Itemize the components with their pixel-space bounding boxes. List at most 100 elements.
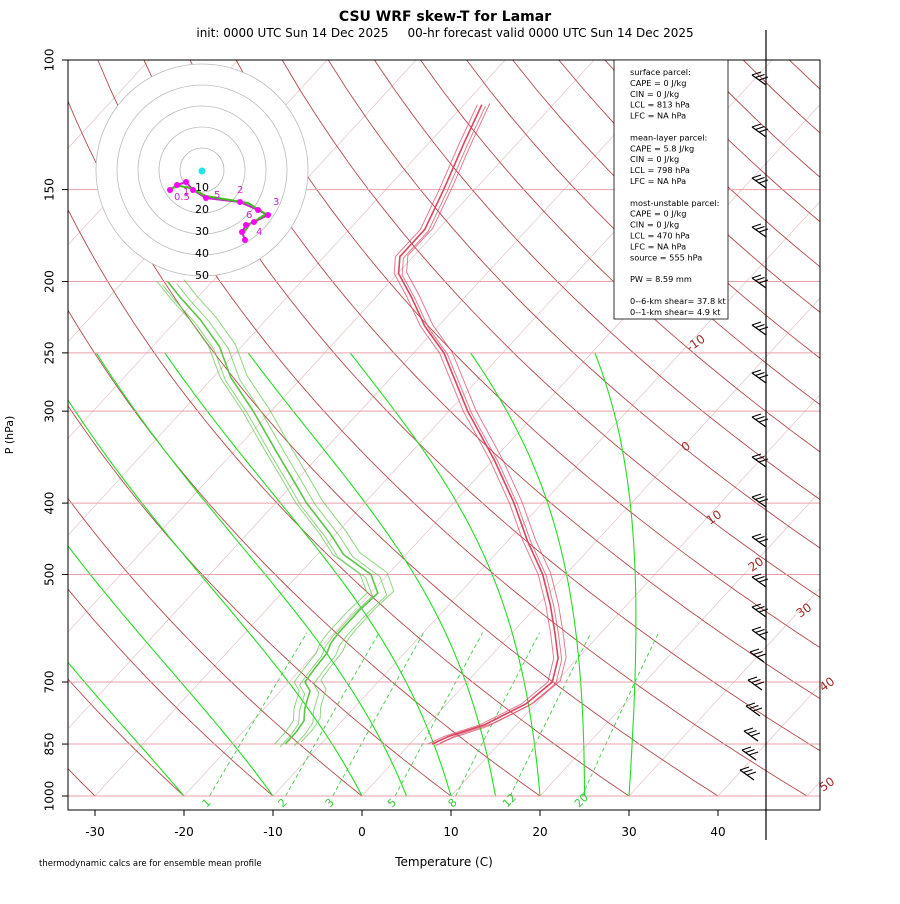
hodograph-point xyxy=(190,187,196,193)
info-line: LFC = NA hPa xyxy=(630,111,686,121)
hodograph-height-label: 2 xyxy=(237,185,243,196)
hodograph-point xyxy=(265,212,271,218)
x-tick-label: -20 xyxy=(174,825,194,839)
wind-barb-flag xyxy=(759,419,768,422)
mixing-ratio-label: 2 xyxy=(276,796,290,810)
info-line: mean-layer parcel: xyxy=(630,132,707,142)
hodograph-ring-label: 40 xyxy=(195,247,209,260)
hodograph-height-label: 3 xyxy=(273,197,279,208)
mixing-ratio-label: 20 xyxy=(572,791,591,810)
isotherm-line xyxy=(896,60,900,796)
info-line: 0--6-km shear= 37.8 kt xyxy=(630,296,727,306)
wind-barb-flag xyxy=(756,325,765,328)
isotherm-label: -10 xyxy=(684,332,708,355)
info-line: CAPE = 5.8 J/kg xyxy=(630,143,694,153)
hodograph-point xyxy=(174,182,180,188)
mixing-ratio-line xyxy=(210,633,307,796)
wind-barb-flag xyxy=(752,627,761,630)
mixing-ratio-line xyxy=(456,633,540,796)
info-line: LFC = NA hPa xyxy=(630,176,686,186)
wind-barb-flag xyxy=(756,227,765,230)
wind-barb xyxy=(746,703,762,716)
wind-barbs xyxy=(740,30,768,840)
mixing-ratio-label: 3 xyxy=(323,796,337,810)
wind-barb-flag xyxy=(759,375,768,378)
dry-adiabat xyxy=(559,60,900,796)
y-tick-label: 200 xyxy=(43,270,57,293)
wind-barb-flag xyxy=(752,224,761,227)
hodograph-height-label: 5 xyxy=(214,190,220,201)
x-tick-label: 20 xyxy=(532,825,547,839)
wind-barb-flag xyxy=(756,178,765,181)
hodograph-point xyxy=(242,237,248,243)
mixing-ratio-line xyxy=(510,633,591,796)
hodograph-ring-label: 20 xyxy=(195,203,209,216)
y-tick-label: 400 xyxy=(43,492,57,515)
info-line: LCL = 813 hPa xyxy=(630,100,690,110)
wind-barb-flag xyxy=(756,497,765,500)
wind-barb-flag xyxy=(756,278,765,281)
wind-barb-flag xyxy=(752,124,761,127)
mixing-ratio-line xyxy=(395,633,483,796)
isotherm-label: 20 xyxy=(746,554,767,574)
y-tick-label: 700 xyxy=(43,671,57,694)
wind-barb xyxy=(744,728,760,741)
wind-barb-flag xyxy=(751,733,760,736)
dewpoint-profile-line xyxy=(157,282,367,744)
info-line: CIN = 0 J/kg xyxy=(630,220,679,230)
x-tick-label: 10 xyxy=(443,825,458,839)
hodograph-height-label: 4 xyxy=(256,227,262,238)
hodograph-point xyxy=(243,222,249,228)
isotherm-label: 10 xyxy=(704,507,725,527)
info-line: most-unstable parcel: xyxy=(630,198,719,208)
mixing-ratio-label: 5 xyxy=(385,796,399,810)
wind-barb-flag xyxy=(747,772,756,775)
wind-barb xyxy=(742,747,758,760)
wind-barb-flag xyxy=(748,677,757,680)
wind-barb-flag xyxy=(750,649,759,652)
wind-barb xyxy=(748,677,764,690)
wind-barb-flag xyxy=(752,604,761,607)
mixing-ratio-label: 12 xyxy=(500,791,519,810)
info-line: CIN = 0 J/kg xyxy=(630,89,679,99)
wind-barb xyxy=(740,767,756,780)
wind-barb-flag xyxy=(744,728,753,731)
wind-barb-flag xyxy=(752,322,761,325)
hodograph-point xyxy=(237,199,243,205)
wind-barb-flag xyxy=(759,539,768,542)
dewpoint-profile-line xyxy=(162,285,372,747)
y-tick-label: 100 xyxy=(43,49,57,72)
hodograph-point xyxy=(167,187,173,193)
isotherm-label: 0 xyxy=(679,439,693,455)
wind-barb-flag xyxy=(748,731,757,734)
y-tick-label: 250 xyxy=(43,341,57,364)
isotherm-line xyxy=(273,60,900,796)
wind-barb-flag xyxy=(759,579,768,582)
temperature-profile-line xyxy=(394,105,554,744)
hodograph-point xyxy=(183,179,189,185)
wind-barb-flag xyxy=(756,127,765,130)
mixing-ratio-label: 1 xyxy=(200,796,214,810)
wind-barb-flag xyxy=(754,652,763,655)
x-tick-label: 0 xyxy=(358,825,366,839)
x-tick-label: -30 xyxy=(85,825,105,839)
info-line: CAPE = 0 J/kg xyxy=(630,209,686,219)
hodograph-point xyxy=(255,207,261,213)
info-line: 0--1-km shear= 4.9 kt xyxy=(630,307,721,317)
x-tick-label: 30 xyxy=(621,825,636,839)
y-tick-label: 150 xyxy=(43,178,57,201)
y-tick-label: 1000 xyxy=(43,781,57,812)
wind-barb-flag xyxy=(752,534,761,537)
isotherm-line xyxy=(718,60,900,796)
dry-adiabat xyxy=(789,60,900,796)
x-tick-label: 40 xyxy=(710,825,725,839)
info-line: CAPE = 0 J/kg xyxy=(630,78,686,88)
wind-barb-flag xyxy=(756,630,765,633)
wind-barb-flag xyxy=(752,494,761,497)
wind-barb-flag xyxy=(759,499,768,502)
temperature-profile-line xyxy=(407,104,566,743)
